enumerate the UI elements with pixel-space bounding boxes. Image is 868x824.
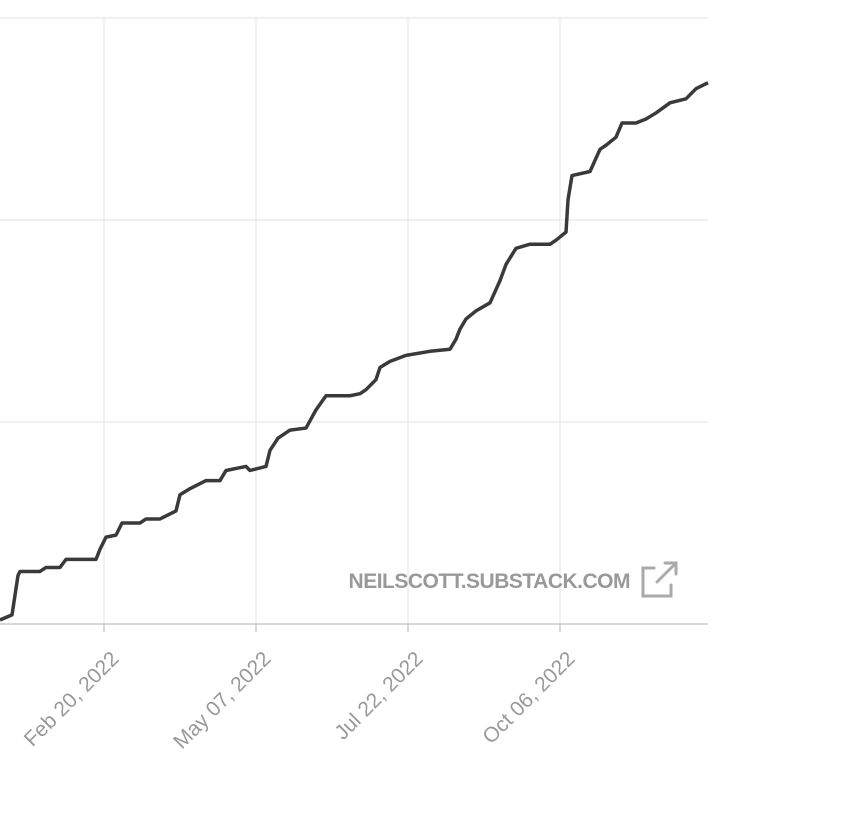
- grid: Feb 20, 2022 May 07, 2022 Jul 22, 2022 Oct …: [0, 17, 708, 754]
- x-tick-label: Oct 06, 2022: [478, 647, 579, 748]
- x-tick-label: Feb 20, 2022: [20, 647, 124, 751]
- x-tick-label: Jul 22, 2022: [330, 647, 427, 744]
- watermark: NEILSCOTT.SUBSTACK.COM: [349, 570, 630, 593]
- data-line: [0, 81, 709, 622]
- external-link-icon[interactable]: [641, 561, 678, 598]
- x-tick-label: May 07, 2022: [169, 647, 275, 753]
